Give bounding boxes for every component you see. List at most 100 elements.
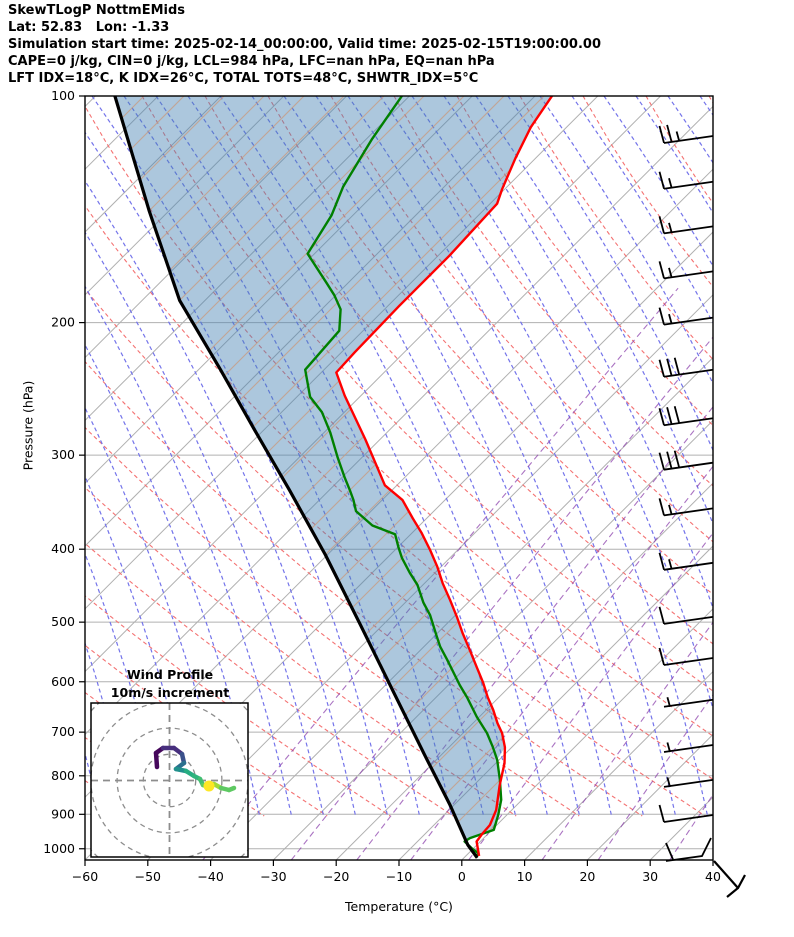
tan-reference-line <box>114 96 305 858</box>
wind-barb <box>658 357 714 378</box>
x-tick-label: 30 <box>642 869 658 884</box>
moist-adiabat-line <box>155 96 485 817</box>
moist-adiabat-line <box>85 180 357 817</box>
wind-barb <box>663 697 714 708</box>
y-tick-label: 300 <box>51 447 75 462</box>
y-tick-label: 800 <box>51 768 75 783</box>
stability-indices-1: CAPE=0 j/kg, CIN=0 j/kg, LCL=984 hPa, LF… <box>8 54 495 69</box>
dry-adiabat-line <box>85 426 580 817</box>
parcel-line <box>113 96 479 859</box>
mixing-ratio-line <box>356 405 713 860</box>
moist-adiabat-line <box>123 96 453 817</box>
isotherm-line <box>85 96 410 422</box>
y-tick-label: 100 <box>51 88 75 103</box>
isotherm-line <box>85 96 347 359</box>
dry-adiabat-line <box>393 96 713 487</box>
y-tick-label: 400 <box>51 541 75 556</box>
tan-reference-line <box>780 96 794 860</box>
wind-barb <box>658 450 714 471</box>
dry-adiabat-line <box>330 96 713 543</box>
isotherm-line <box>85 96 285 296</box>
isotherm-line <box>712 859 713 860</box>
mixing-ratio-line <box>541 621 713 860</box>
x-tick-label: 10 <box>517 869 533 884</box>
dry-adiabat-line <box>85 105 713 737</box>
moist-adiabat-line <box>85 343 261 817</box>
y-tick-label: 200 <box>51 315 75 330</box>
moist-adiabat-line <box>475 96 713 526</box>
isotherm-line <box>85 96 96 108</box>
x-tick-label: −10 <box>386 869 412 884</box>
tan-reference-line <box>114 96 345 858</box>
x-axis-label: Temperature (°C) <box>345 899 453 914</box>
mixing-ratio-line <box>468 532 713 860</box>
dry-adiabat-line <box>708 96 713 104</box>
tan-reference-line <box>114 96 465 858</box>
moist-adiabat-line <box>85 641 133 817</box>
moist-adiabat-line <box>539 96 713 385</box>
x-tick-label: 40 <box>705 869 721 884</box>
isotherm-line <box>461 608 713 860</box>
moist-adiabat-line <box>507 96 713 452</box>
moist-adiabat-line <box>347 96 677 817</box>
mixing-ratio-line <box>410 465 713 860</box>
moist-adiabat-line <box>85 131 389 817</box>
moist-adiabat-line <box>85 552 165 817</box>
x-tick-label: −50 <box>135 869 161 884</box>
moist-adiabat-line <box>315 96 645 817</box>
sim-time-readout: Simulation start time: 2025-02-14_00:00:… <box>8 37 601 52</box>
wind-barb <box>658 606 714 625</box>
dewpoint-line <box>304 96 503 859</box>
hodograph-inset <box>90 702 249 858</box>
moist-adiabat-line <box>91 96 421 817</box>
moist-adiabat-line <box>571 96 713 324</box>
moist-adiabat-line <box>219 96 549 817</box>
wind-barb <box>663 777 714 788</box>
lat-lon-readout: Lat: 52.83 Lon: -1.33 <box>8 20 170 35</box>
cape-shading-region <box>114 96 553 858</box>
wind-barb <box>665 837 746 898</box>
y-tick-label: 700 <box>51 724 75 739</box>
y-axis-label: Pressure (hPa) <box>20 380 36 471</box>
dry-adiabat-line <box>85 360 643 817</box>
hodograph-title: Wind Profile 10m/s increment <box>94 666 246 702</box>
tan-reference-line <box>114 96 553 858</box>
hodograph-title-line1: Wind Profile <box>126 667 214 682</box>
moist-adiabat-line <box>85 285 293 817</box>
wind-barb <box>658 647 714 666</box>
moist-adiabat-line <box>85 406 229 817</box>
hodograph-surface-marker <box>203 780 215 792</box>
x-tick-label: −20 <box>323 869 349 884</box>
dry-adiabat-line <box>582 96 713 288</box>
wind-barb <box>658 307 714 326</box>
hodograph-title-line2: 10m/s increment <box>110 685 230 700</box>
mixing-ratio-line <box>290 336 713 860</box>
dry-adiabat-line <box>141 96 713 692</box>
tan-reference-line <box>740 96 794 860</box>
wind-barb <box>658 171 714 190</box>
hodograph-trace-segment <box>226 785 237 793</box>
x-tick-label: −30 <box>260 869 286 884</box>
isotherm-line <box>85 96 473 484</box>
x-tick-label: 0 <box>458 869 466 884</box>
hodograph-trace-segment <box>153 750 160 770</box>
page-title: SkewTLogP NottmEMids <box>8 3 186 18</box>
moist-adiabat-line <box>187 96 517 817</box>
stability-indices-2: LFT IDX=18°C, K IDX=26°C, TOTAL TOTS=48°… <box>8 71 479 86</box>
wind-barb <box>658 804 714 823</box>
wind-barb <box>658 406 714 427</box>
moist-adiabat-line <box>443 96 713 610</box>
dry-adiabat-line <box>0 96 12 816</box>
moist-adiabat-line <box>85 231 325 817</box>
tan-reference-line <box>580 96 794 860</box>
moist-adiabat-line <box>379 96 709 817</box>
y-tick-label: 500 <box>51 614 75 629</box>
dry-adiabat-line <box>519 96 713 361</box>
moist-adiabat-line <box>283 96 613 817</box>
dry-adiabat-line <box>204 96 713 645</box>
tan-reference-line <box>339 96 553 858</box>
wind-barb <box>663 742 714 753</box>
wind-barb <box>658 552 714 571</box>
tan-reference-line <box>114 96 385 858</box>
